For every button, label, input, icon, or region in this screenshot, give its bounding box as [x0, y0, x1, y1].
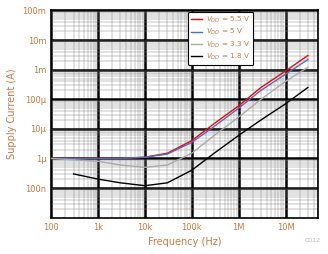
$V_{DD}$ = 5 V [72, 157, 75, 160]
X-axis label: Frequency (Hz): Frequency (Hz) [148, 237, 221, 247]
$V_{DD}$ = 3.3 V [49, 157, 53, 160]
$V_{DD}$ = 5 V [118, 157, 122, 160]
$V_{DD}$ = 1.8 V [259, 118, 263, 121]
$V_{DD}$ = 3.3 V [118, 164, 122, 167]
$V_{DD}$ = 5 V [165, 153, 169, 156]
$V_{DD}$ = 5 V [190, 141, 194, 144]
Legend: $V_{DD}$ = 5.5 V, $V_{DD}$ = 5 V, $V_{DD}$ = 3.3 V, $V_{DD}$ = 1.8 V: $V_{DD}$ = 5.5 V, $V_{DD}$ = 5 V, $V_{DD… [188, 12, 253, 65]
$V_{DD}$ = 5 V [96, 157, 100, 160]
$V_{DD}$ = 5 V [284, 73, 288, 76]
$V_{DD}$ = 5.5 V [306, 54, 310, 57]
$V_{DD}$ = 3.3 V [237, 116, 241, 119]
$V_{DD}$ = 1.8 V [284, 102, 288, 105]
$V_{DD}$ = 5.5 V [49, 157, 53, 160]
$V_{DD}$ = 3.3 V [284, 80, 288, 83]
$V_{DD}$ = 5.5 V [237, 104, 241, 107]
$V_{DD}$ = 5.5 V [259, 86, 263, 89]
$V_{DD}$ = 5.5 V [96, 157, 100, 160]
$V_{DD}$ = 1.8 V [118, 181, 122, 184]
$V_{DD}$ = 5 V [143, 156, 147, 159]
$V_{DD}$ = 3.3 V [212, 134, 216, 137]
$V_{DD}$ = 3.3 V [306, 66, 310, 69]
$V_{DD}$ = 1.8 V [190, 169, 194, 172]
$V_{DD}$ = 3.3 V [190, 152, 194, 155]
$V_{DD}$ = 5.5 V [190, 139, 194, 142]
$V_{DD}$ = 3.3 V [165, 164, 169, 167]
$V_{DD}$ = 5.5 V [143, 156, 147, 159]
$V_{DD}$ = 5 V [49, 157, 53, 160]
Line: $V_{DD}$ = 1.8 V: $V_{DD}$ = 1.8 V [73, 87, 308, 186]
$V_{DD}$ = 5 V [306, 58, 310, 61]
$V_{DD}$ = 1.8 V [165, 181, 169, 184]
$V_{DD}$ = 5.5 V [118, 157, 122, 160]
$V_{DD}$ = 1.8 V [96, 178, 100, 181]
Y-axis label: Supply Current (A): Supply Current (A) [7, 69, 17, 159]
$V_{DD}$ = 5 V [259, 89, 263, 92]
Line: $V_{DD}$ = 5 V: $V_{DD}$ = 5 V [51, 59, 308, 158]
$V_{DD}$ = 1.8 V [212, 152, 216, 155]
$V_{DD}$ = 1.8 V [72, 172, 75, 176]
$V_{DD}$ = 3.3 V [72, 158, 75, 161]
$V_{DD}$ = 1.8 V [143, 184, 147, 187]
$V_{DD}$ = 5.5 V [72, 157, 75, 160]
$V_{DD}$ = 1.8 V [237, 134, 241, 137]
Line: $V_{DD}$ = 5.5 V: $V_{DD}$ = 5.5 V [51, 56, 308, 158]
$V_{DD}$ = 3.3 V [96, 160, 100, 163]
$V_{DD}$ = 5.5 V [212, 122, 216, 125]
$V_{DD}$ = 3.3 V [259, 98, 263, 101]
$V_{DD}$ = 5 V [212, 125, 216, 128]
Line: $V_{DD}$ = 3.3 V: $V_{DD}$ = 3.3 V [51, 67, 308, 167]
$V_{DD}$ = 5 V [237, 107, 241, 110]
Text: C012: C012 [305, 238, 321, 243]
$V_{DD}$ = 5.5 V [165, 152, 169, 155]
$V_{DD}$ = 1.8 V [306, 86, 310, 89]
$V_{DD}$ = 3.3 V [143, 166, 147, 169]
$V_{DD}$ = 5.5 V [284, 70, 288, 73]
